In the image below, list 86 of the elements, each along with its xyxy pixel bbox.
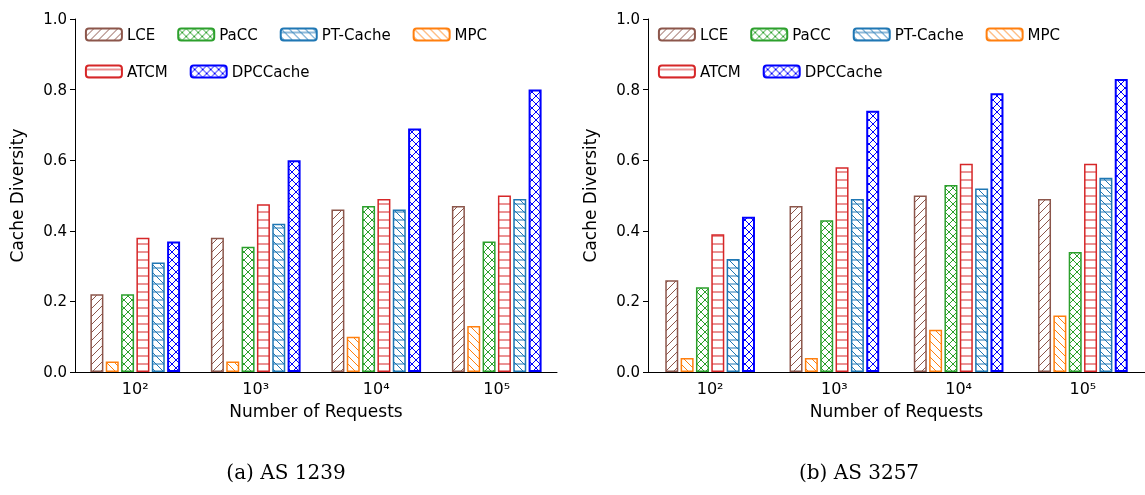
x-tick-label: 10³ bbox=[242, 378, 270, 398]
y-tick-label: 1.0 bbox=[43, 10, 67, 28]
text: (b) AS 3257 bbox=[798, 460, 920, 484]
bar bbox=[1038, 199, 1052, 372]
x-tick-label: 10³ bbox=[820, 378, 848, 398]
bar bbox=[346, 336, 360, 372]
bar bbox=[990, 93, 1004, 372]
text: (a) AS 1239 bbox=[226, 460, 346, 484]
legend-label: PaCC bbox=[792, 25, 831, 44]
bar bbox=[241, 246, 255, 372]
x-axis-title: Number of Requests bbox=[809, 400, 984, 421]
bar bbox=[467, 326, 481, 372]
bar bbox=[1068, 251, 1082, 372]
bar bbox=[90, 294, 104, 372]
bar bbox=[680, 357, 694, 372]
y-tick-label: 0.2 bbox=[616, 292, 640, 311]
y-tick-label: 0.4 bbox=[616, 221, 640, 240]
bar bbox=[695, 287, 709, 372]
y-axis-title: Cache Diversity bbox=[579, 128, 600, 263]
legend-label: ATCM bbox=[699, 62, 741, 81]
y-tick-label: 0.0 bbox=[43, 363, 67, 381]
x-tick-label: 10⁵ bbox=[483, 378, 511, 398]
bar bbox=[226, 361, 240, 372]
bar bbox=[392, 209, 406, 372]
x-tick-label: 10⁴ bbox=[945, 378, 973, 398]
bar bbox=[726, 259, 740, 372]
bar bbox=[331, 209, 345, 372]
y-tick-label: 0.2 bbox=[43, 292, 67, 311]
bar bbox=[482, 241, 496, 372]
bar bbox=[789, 206, 803, 372]
bar bbox=[944, 184, 958, 372]
bar bbox=[1084, 163, 1098, 372]
bar bbox=[528, 89, 542, 372]
y-tick-label: 0.8 bbox=[616, 80, 640, 99]
bar bbox=[497, 195, 511, 372]
legend-label: MPC bbox=[1027, 25, 1061, 44]
legend-label: ATCM bbox=[126, 62, 168, 81]
y-tick-label: 0.8 bbox=[43, 80, 67, 99]
y-tick-label: 0.6 bbox=[616, 151, 640, 170]
bar bbox=[210, 237, 224, 372]
bar bbox=[272, 223, 286, 372]
bar bbox=[850, 199, 864, 372]
legend-label: DPCCache bbox=[231, 62, 310, 81]
bar bbox=[866, 110, 880, 372]
legend-label: DPCCache bbox=[804, 62, 883, 81]
bar bbox=[121, 294, 135, 372]
bar bbox=[136, 237, 150, 372]
bar bbox=[1099, 177, 1113, 372]
bar bbox=[105, 361, 119, 372]
x-tick-label: 10² bbox=[696, 378, 724, 398]
bar bbox=[362, 206, 376, 372]
bar bbox=[408, 128, 422, 372]
legend-label: PT-Cache bbox=[321, 25, 391, 44]
x-tick-label: 10⁵ bbox=[1069, 378, 1097, 398]
y-tick-label: 0.6 bbox=[43, 151, 67, 170]
y-tick-label: 0.0 bbox=[616, 363, 640, 381]
bar bbox=[820, 220, 834, 372]
x-tick-label: 10² bbox=[121, 378, 149, 398]
y-axis-title: Cache Diversity bbox=[6, 128, 27, 263]
bar bbox=[959, 163, 973, 372]
bar bbox=[975, 188, 989, 372]
legend-label: PaCC bbox=[219, 25, 258, 44]
bar bbox=[665, 280, 679, 372]
bar bbox=[1114, 79, 1128, 372]
x-tick-label: 10⁴ bbox=[362, 378, 390, 398]
y-tick-label: 1.0 bbox=[616, 10, 640, 28]
bar bbox=[929, 329, 943, 372]
legend-label: LCE bbox=[126, 25, 156, 44]
bar bbox=[711, 234, 725, 372]
bar bbox=[167, 241, 181, 372]
bar bbox=[913, 195, 927, 372]
legend-label: MPC bbox=[454, 25, 488, 44]
legend-label: PT-Cache bbox=[894, 25, 964, 44]
bar bbox=[835, 167, 849, 372]
bar bbox=[451, 206, 465, 372]
bar bbox=[1053, 315, 1067, 372]
bar bbox=[804, 357, 818, 372]
bar bbox=[151, 262, 165, 372]
x-axis-title: Number of Requests bbox=[229, 400, 403, 421]
bar bbox=[256, 204, 270, 372]
bar bbox=[377, 199, 391, 372]
bar bbox=[287, 160, 301, 372]
bar bbox=[741, 216, 755, 372]
bar bbox=[513, 199, 527, 372]
y-tick-label: 0.4 bbox=[43, 221, 67, 240]
legend-label: LCE bbox=[699, 25, 729, 44]
